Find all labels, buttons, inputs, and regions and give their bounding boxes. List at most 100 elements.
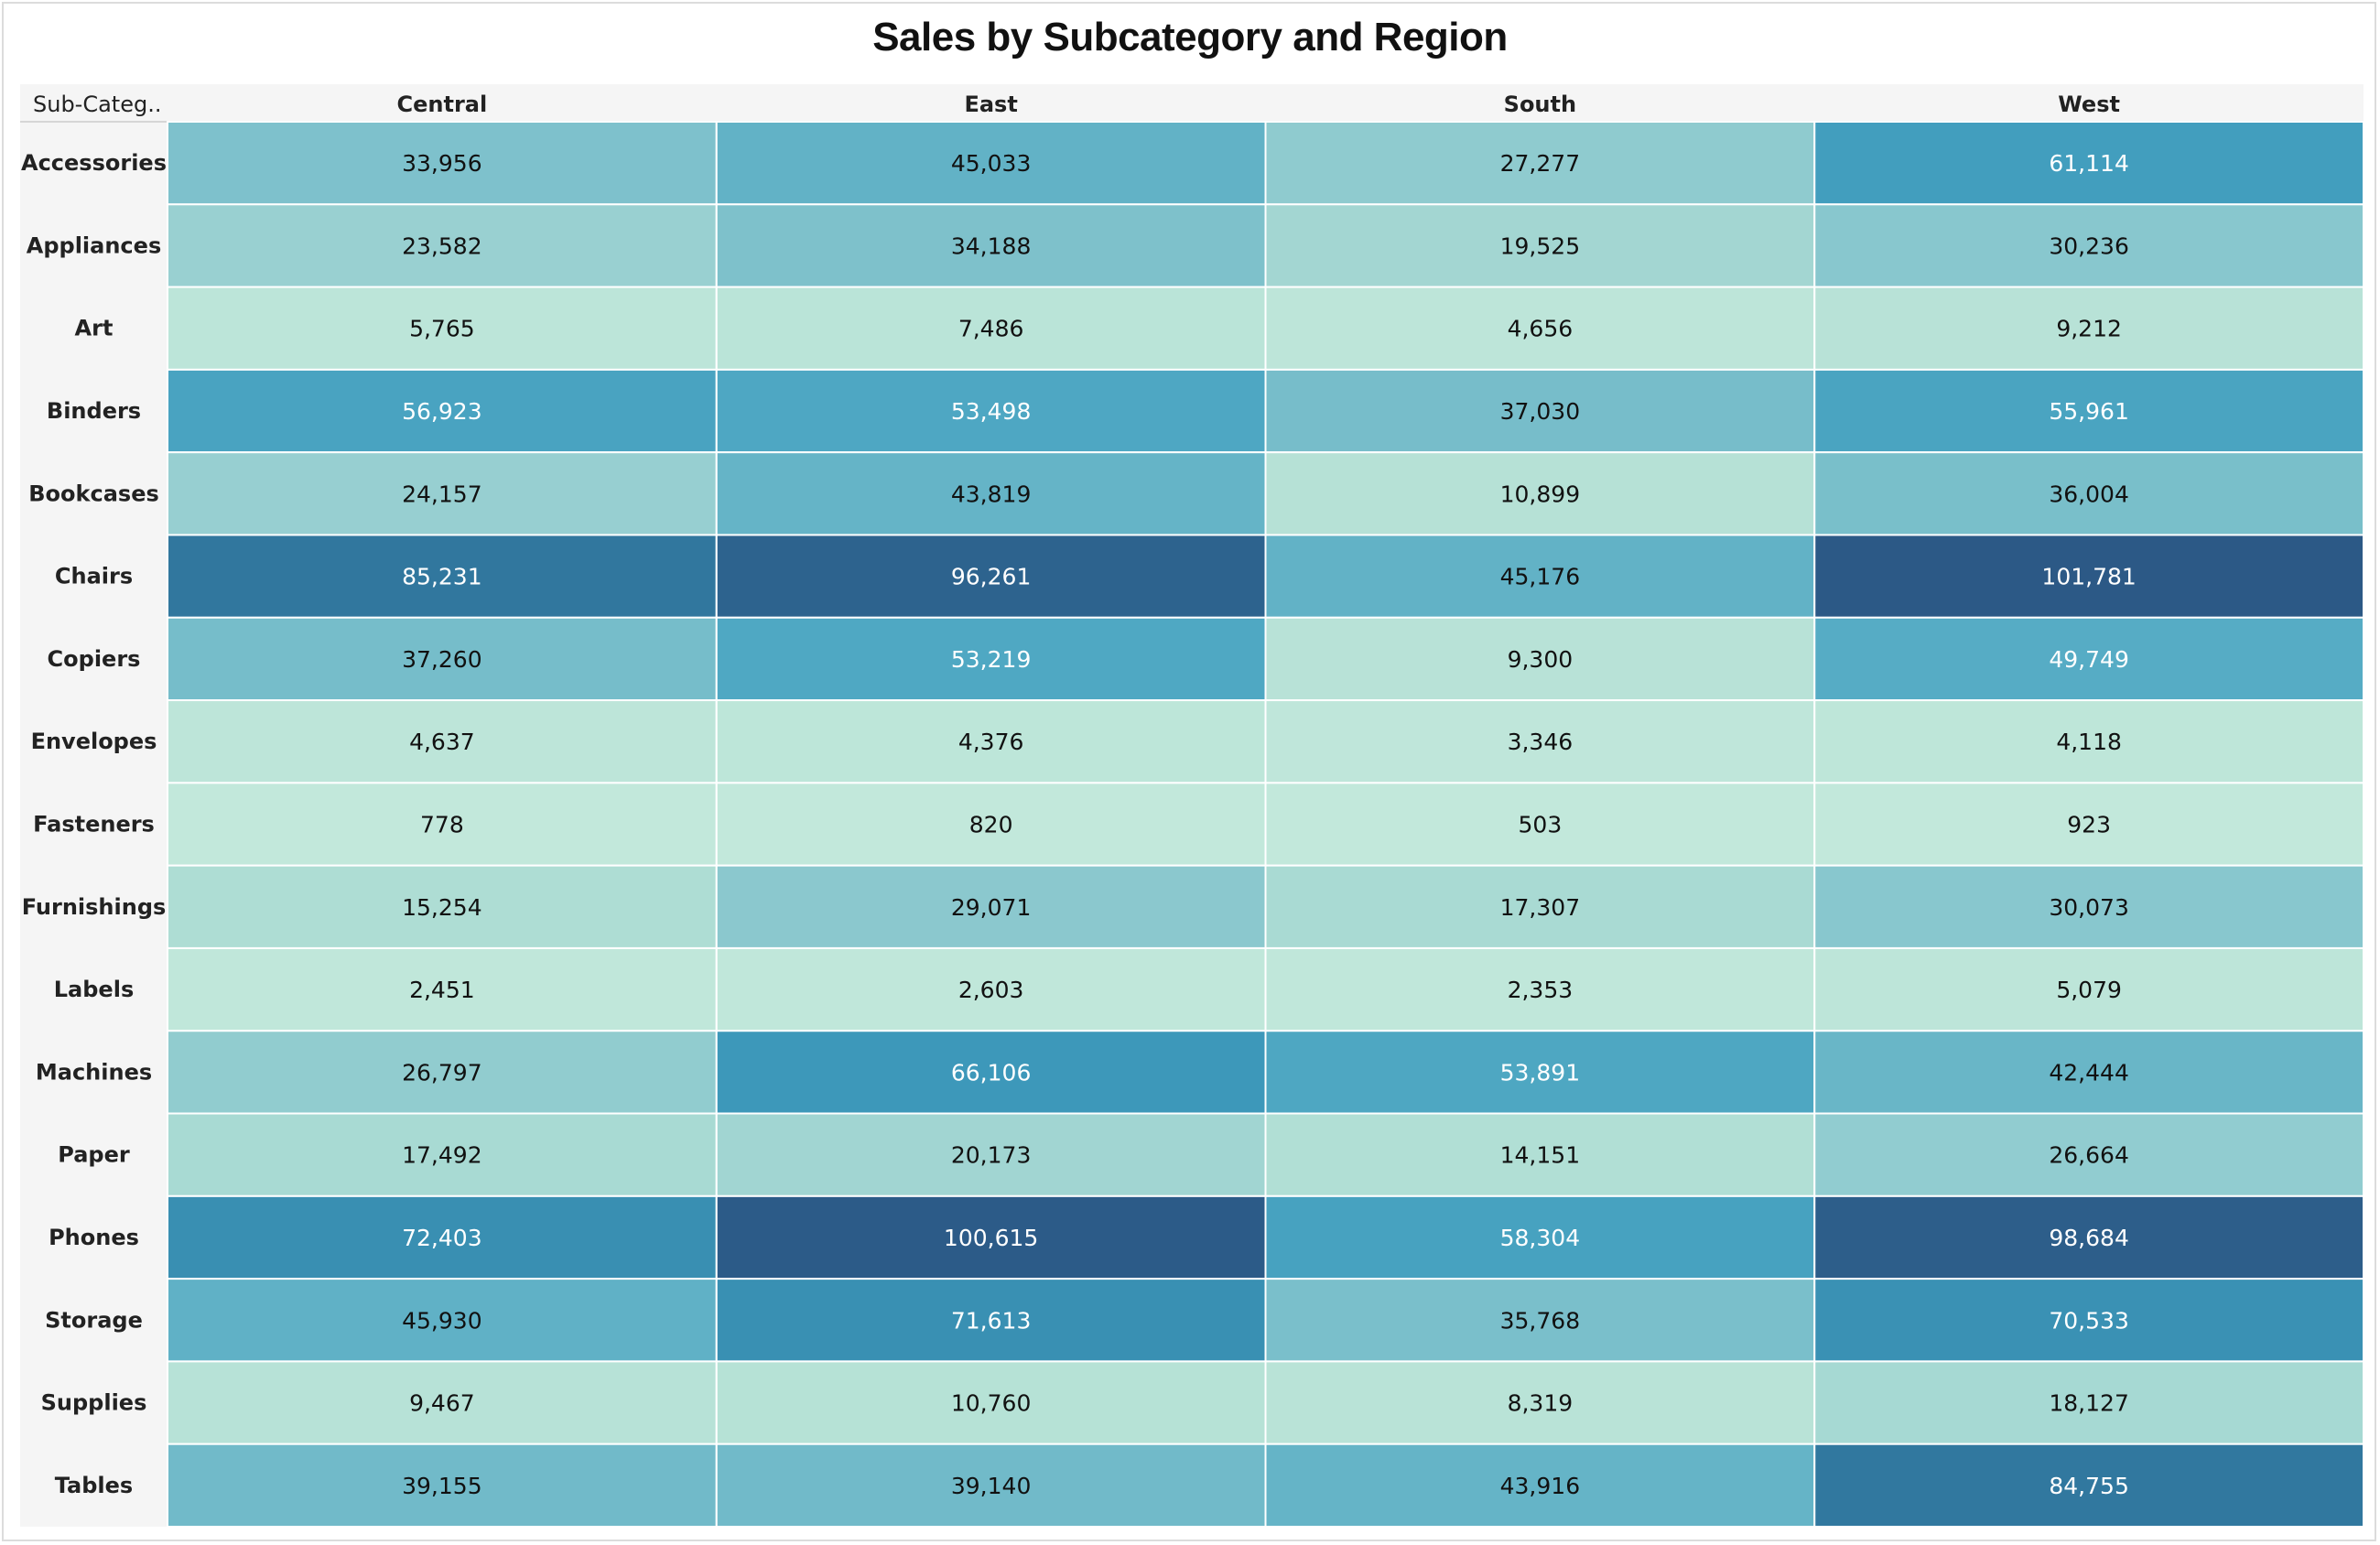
heatmap-cell-labels-east[interactable]: [715, 946, 1267, 1032]
heatmap-cell-paper-south[interactable]: [1264, 1112, 1816, 1197]
heatmap-cell-accessories-south[interactable]: [1264, 121, 1816, 206]
heatmap-cell-art-west[interactable]: [1813, 286, 2364, 371]
cell-value-label: 4,376: [958, 729, 1024, 755]
heatmap-cell-appliances-central[interactable]: [167, 203, 718, 288]
column-header-west[interactable]: West: [2058, 92, 2120, 117]
heatmap-cell-phones-east[interactable]: [715, 1194, 1267, 1280]
cell-value-label: 26,797: [402, 1059, 481, 1086]
row-header-fasteners[interactable]: Fasteners: [33, 812, 155, 837]
heatmap-cell-envelopes-south[interactable]: [1264, 699, 1816, 784]
cell-value-label: 33,956: [402, 150, 481, 177]
heatmap-cell-binders-central[interactable]: [167, 368, 718, 454]
row-header-envelopes[interactable]: Envelopes: [31, 729, 157, 754]
heatmap-cell-accessories-east[interactable]: [715, 121, 1267, 206]
heatmap-cell-tables-west[interactable]: [1813, 1442, 2364, 1529]
heatmap-cell-chairs-south[interactable]: [1264, 534, 1816, 619]
heatmap-cell-chairs-west[interactable]: [1813, 534, 2364, 619]
cell-value-label: 34,188: [951, 232, 1031, 259]
column-header-east[interactable]: East: [964, 92, 1017, 117]
heatmap-cell-phones-west[interactable]: [1813, 1194, 2364, 1280]
column-header-south[interactable]: South: [1504, 92, 1576, 117]
column-header-central[interactable]: Central: [397, 92, 488, 117]
heatmap-cell-paper-west[interactable]: [1813, 1112, 2364, 1197]
cell-value-label: 66,106: [951, 1059, 1031, 1086]
heatmap-cell-furnishings-south[interactable]: [1264, 864, 1816, 949]
heatmap-cell-furnishings-east[interactable]: [715, 864, 1267, 949]
heatmap-cell-appliances-west[interactable]: [1813, 203, 2364, 288]
row-headers: Accessories Appliances Art Binders Bookcases…: [21, 150, 167, 1498]
heatmap-cell-appliances-south[interactable]: [1264, 203, 1816, 288]
heatmap-cell-furnishings-central[interactable]: [167, 864, 718, 949]
cell-value-label: 53,498: [951, 398, 1031, 425]
heatmap-cell-binders-west[interactable]: [1813, 368, 2364, 454]
row-header-bookcases[interactable]: Bookcases: [28, 481, 159, 506]
cell-value-label: 23,582: [402, 232, 481, 259]
column-header-background: [20, 84, 2364, 122]
heatmap-cell-accessories-west[interactable]: [1813, 121, 2364, 206]
heatmap-cell-fasteners-east[interactable]: [715, 782, 1267, 867]
heatmap-cell-binders-south[interactable]: [1264, 368, 1816, 454]
heatmap-cell-bookcases-south[interactable]: [1264, 451, 1816, 536]
row-header-binders[interactable]: Binders: [47, 398, 141, 424]
heatmap-cell-chairs-central[interactable]: [167, 534, 718, 619]
heatmap-cell-supplies-west[interactable]: [1813, 1360, 2364, 1445]
heatmap-cell-supplies-east[interactable]: [715, 1360, 1267, 1445]
heatmap-cell-copiers-central[interactable]: [167, 616, 718, 702]
header-layer: Sub-Categ..: [20, 84, 2364, 1527]
heatmap-cell-phones-south[interactable]: [1264, 1194, 1816, 1280]
heatmap-cell-supplies-central[interactable]: [167, 1360, 718, 1445]
cell-value-label: 27,277: [1500, 150, 1580, 177]
heatmap-cell-phones-central[interactable]: [167, 1194, 718, 1280]
cell-value-label: 15,254: [402, 894, 481, 921]
heatmap-cell-copiers-east[interactable]: [715, 616, 1267, 702]
row-header-paper[interactable]: Paper: [58, 1142, 130, 1168]
row-header-appliances[interactable]: Appliances: [27, 232, 161, 258]
heatmap-cell-tables-south[interactable]: [1264, 1442, 1816, 1529]
heatmap-cell-labels-west[interactable]: [1813, 946, 2364, 1032]
heatmap-cell-fasteners-south[interactable]: [1264, 782, 1816, 867]
cell-value-label: 71,613: [951, 1307, 1031, 1334]
row-header-machines[interactable]: Machines: [36, 1059, 152, 1085]
heatmap-cell-bookcases-west[interactable]: [1813, 451, 2364, 536]
cell-value-label: 37,030: [1500, 398, 1580, 425]
heatmap-cell-copiers-south[interactable]: [1264, 616, 1816, 702]
row-header-supplies[interactable]: Supplies: [41, 1390, 147, 1416]
cell-value-label: 26,664: [2049, 1142, 2128, 1169]
row-header-chairs[interactable]: Chairs: [55, 564, 133, 589]
heatmap-cell-accessories-central[interactable]: [167, 121, 718, 206]
cell-value-label: 49,749: [2049, 646, 2128, 673]
cell-value-label: 45,176: [1500, 564, 1580, 590]
heatmap-cell-envelopes-west[interactable]: [1813, 699, 2364, 784]
heatmap-cell-bookcases-central[interactable]: [167, 451, 718, 536]
heatmap-cell-machines-west[interactable]: [1813, 1030, 2364, 1115]
cell-value-label: 5,079: [2056, 977, 2122, 1003]
heatmap-cell-machines-central[interactable]: [167, 1030, 718, 1115]
row-header-furnishings[interactable]: Furnishings: [22, 894, 167, 920]
row-header-labels[interactable]: Labels: [54, 977, 134, 1002]
heatmap-cell-furnishings-west[interactable]: [1813, 864, 2364, 949]
heatmap-cells: 33,956 45,033 27,277 61,114 23,582 34,188 19,5…: [167, 121, 2364, 1529]
heatmap-cell-machines-south[interactable]: [1264, 1030, 1816, 1115]
heatmap-cell-labels-south[interactable]: [1264, 946, 1816, 1032]
heatmap-cell-appliances-east[interactable]: [715, 203, 1267, 288]
heatmap-cell-copiers-west[interactable]: [1813, 616, 2364, 702]
heatmap-cell-envelopes-east[interactable]: [715, 699, 1267, 784]
heatmap-cell-labels-central[interactable]: [167, 946, 718, 1032]
row-header-label[interactable]: Sub-Categ..: [33, 92, 161, 117]
row-header-copiers[interactable]: Copiers: [48, 646, 141, 672]
cell-value-label: 18,127: [2049, 1390, 2128, 1417]
cell-value-label: 2,353: [1508, 977, 1574, 1003]
heatmap-cell-fasteners-west[interactable]: [1813, 782, 2364, 867]
heatmap-cell-paper-central[interactable]: [167, 1112, 718, 1197]
heatmap-cell-storage-south[interactable]: [1264, 1278, 1816, 1363]
row-header-storage[interactable]: Storage: [45, 1307, 143, 1333]
heatmap-cell-storage-east[interactable]: [715, 1278, 1267, 1363]
row-header-tables[interactable]: Tables: [55, 1473, 133, 1498]
row-header-art[interactable]: Art: [75, 316, 114, 341]
heatmap-cell-art-south[interactable]: [1264, 286, 1816, 371]
heatmap-cell-machines-east[interactable]: [715, 1030, 1267, 1115]
heatmap-cell-storage-west[interactable]: [1813, 1278, 2364, 1363]
row-header-accessories[interactable]: Accessories: [21, 150, 167, 176]
row-header-phones[interactable]: Phones: [49, 1225, 139, 1250]
heatmap-cell-fasteners-central[interactable]: [167, 782, 718, 867]
